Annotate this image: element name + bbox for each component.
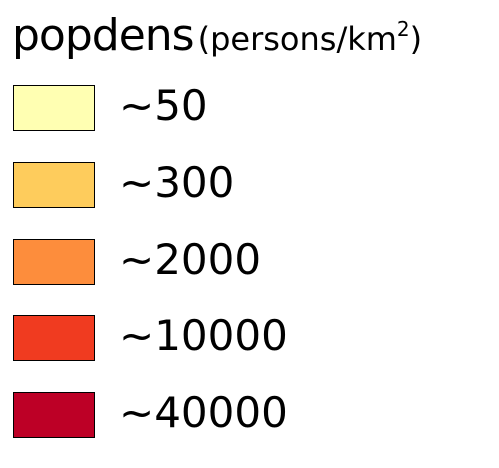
legend-item-10000: ~10000 xyxy=(13,311,493,361)
legend-unit-prefix: (persons/km xyxy=(197,20,397,58)
legend-item-label: ~40000 xyxy=(119,388,288,437)
legend-unit: (persons/km2) xyxy=(197,17,423,58)
legend-swatch xyxy=(13,315,95,361)
legend-item-label: ~10000 xyxy=(119,311,288,360)
legend-unit-superscript: 2 xyxy=(396,17,410,41)
legend-title: popdens (persons/km2) xyxy=(12,14,422,58)
legend-swatch xyxy=(13,162,95,208)
legend-swatch xyxy=(13,239,95,285)
legend-item-300: ~300 xyxy=(13,158,493,208)
legend-swatch xyxy=(13,85,95,131)
legend-item-2000: ~2000 xyxy=(13,235,493,285)
legend-item-label: ~50 xyxy=(119,81,208,130)
legend-item-40000: ~40000 xyxy=(13,388,493,438)
legend-swatch xyxy=(13,392,95,438)
legend-unit-suffix: ) xyxy=(409,20,423,58)
legend-item-50: ~50 xyxy=(13,81,493,131)
legend-item-label: ~300 xyxy=(119,158,235,207)
legend-item-label: ~2000 xyxy=(119,235,262,284)
legend-title-text: popdens xyxy=(12,10,195,61)
